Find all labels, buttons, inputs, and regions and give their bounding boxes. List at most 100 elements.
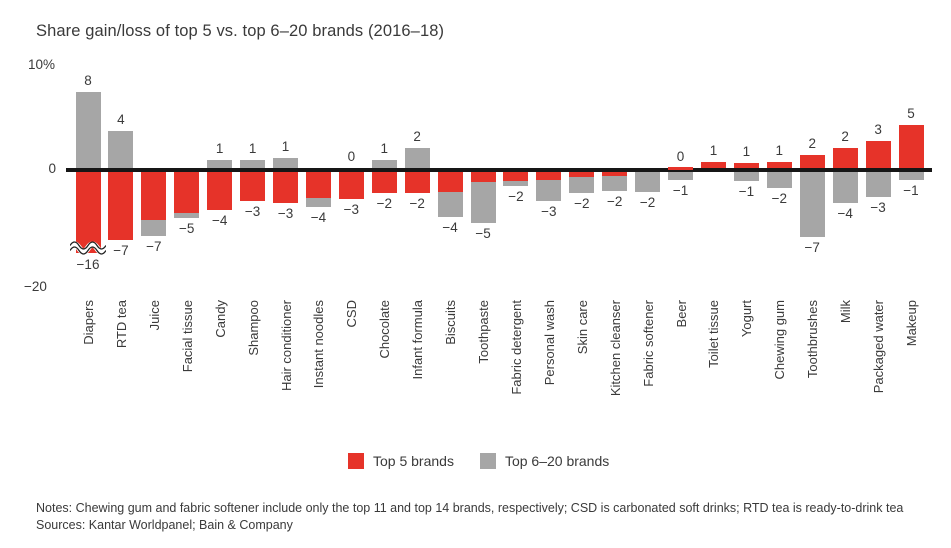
bar-value-label: −2: [409, 196, 425, 212]
category-label: Facial tissue: [179, 300, 195, 373]
bar-value-label: −1: [672, 182, 689, 198]
bar-top5: [602, 170, 628, 176]
category-label: Candy: [212, 300, 228, 338]
bar-value-label: −3: [541, 204, 557, 220]
bar-top5: [240, 170, 266, 202]
bar-top5: [569, 170, 595, 177]
bar-value-label: 2: [841, 128, 849, 144]
bar-top5: [733, 163, 759, 170]
bar-value-label: −2: [771, 191, 788, 207]
bar-value-label: −3: [870, 200, 886, 216]
bar-value-label: −3: [277, 205, 294, 221]
bar-top6-20: [668, 170, 694, 180]
bar-top5: [470, 170, 496, 182]
category-label: Fabric detergent: [508, 300, 524, 395]
chart-title: Share gain/loss of top 5 vs. top 6–20 br…: [36, 22, 445, 40]
bar-top5: [174, 170, 200, 213]
category-label: Instant noodles: [311, 300, 327, 389]
bar-top6-20: [305, 198, 331, 207]
bar-top6-20: [174, 212, 200, 218]
bar-value-label: 0: [676, 149, 685, 164]
category-label: Hair conditioner: [278, 300, 294, 392]
bar-top5: [865, 140, 891, 170]
category-label: RTD tea: [113, 300, 129, 349]
category-label: Toilet tissue: [706, 300, 722, 368]
bar-top5: [437, 170, 463, 193]
legend-swatch-top5: [348, 453, 364, 469]
bar-top5: [832, 147, 858, 170]
bar-top6-20: [470, 181, 496, 224]
bar-top6-20: [799, 170, 825, 237]
bar-value-label: −4: [211, 212, 228, 228]
bar-top6-20: [569, 176, 595, 194]
bar-top6-20: [240, 160, 266, 170]
chart-sources: Sources: Kantar Worldpanel; Bain & Compa…: [36, 518, 293, 532]
legend-label-top6-20: Top 6–20 brands: [504, 453, 610, 469]
category-label: Yogurt: [739, 300, 755, 338]
category-label: Shampoo: [245, 300, 261, 356]
bar-top6-20: [898, 170, 924, 180]
bar-top6-20: [832, 170, 858, 203]
bar-top5: [799, 155, 825, 170]
category-label: Toothbrushes: [805, 300, 821, 379]
bar-top5: [371, 170, 397, 194]
bar-top5: [700, 162, 726, 170]
bar-value-label: 1: [248, 141, 257, 157]
bar-value-label: −7: [113, 242, 129, 258]
bar-top6-20: [75, 92, 101, 170]
bar-value-label: −16: [76, 257, 100, 273]
bar-value-label: 1: [380, 141, 389, 157]
bar-top5: [75, 170, 101, 254]
category-label: Biscuits: [443, 300, 459, 345]
bar-value-label: −7: [804, 239, 820, 255]
bar-top6-20: [503, 180, 529, 186]
bar-top5: [898, 125, 924, 170]
bar-top6-20: [207, 160, 233, 170]
category-label: Juice: [146, 300, 162, 331]
bar-value-label: −4: [837, 205, 853, 221]
category-label: Skin care: [574, 300, 590, 355]
category-label: Beer: [673, 300, 689, 328]
bar-top5: [668, 167, 694, 170]
bar-top6-20: [602, 175, 628, 192]
bar-top5: [404, 170, 430, 194]
bar-value-label: 3: [874, 121, 882, 137]
bar-top6-20: [635, 170, 661, 193]
bar-value-label: −2: [508, 188, 524, 204]
category-label: Diapers: [81, 300, 96, 345]
bar-top5: [207, 170, 233, 210]
bar-value-label: −4: [442, 219, 458, 235]
bar-value-label: −5: [179, 220, 195, 236]
bar-value-label: −2: [376, 196, 392, 212]
bar-top5: [273, 170, 299, 203]
bar-value-label: −5: [475, 226, 491, 242]
bar-value-label: −1: [738, 183, 755, 199]
zero-axis-line: [66, 168, 932, 172]
legend-label-top5: Top 5 brands: [373, 453, 454, 469]
category-label: CSD: [344, 300, 360, 328]
bar-value-label: 8: [84, 73, 92, 89]
legend: Top 5 brands Top 6–20 brands: [348, 453, 609, 469]
bar-value-label: 1: [215, 141, 224, 157]
category-label: Fabric softener: [640, 300, 656, 387]
bar-value-label: −3: [244, 204, 261, 220]
bar-top6-20: [404, 147, 430, 170]
bar-top5: [536, 170, 562, 180]
category-label: Toothpaste: [476, 300, 492, 364]
bar-top5: [338, 170, 364, 200]
bar-top6-20: [108, 131, 134, 170]
bar-value-label: 1: [281, 139, 290, 155]
category-label: Infant formula: [410, 300, 426, 380]
bar-value-label: 1: [742, 144, 751, 160]
axis-break-icon: [67, 240, 109, 256]
bar-top6-20: [766, 170, 792, 189]
bar-top5: [141, 170, 167, 221]
bar-value-label: −2: [639, 195, 656, 211]
bar-value-label: −4: [310, 209, 327, 225]
bar-top6-20: [536, 179, 562, 202]
bar-top5: [766, 162, 792, 170]
bar-top6-20: [865, 170, 891, 198]
bar-top5: [108, 170, 134, 240]
category-label: Chocolate: [377, 300, 393, 359]
